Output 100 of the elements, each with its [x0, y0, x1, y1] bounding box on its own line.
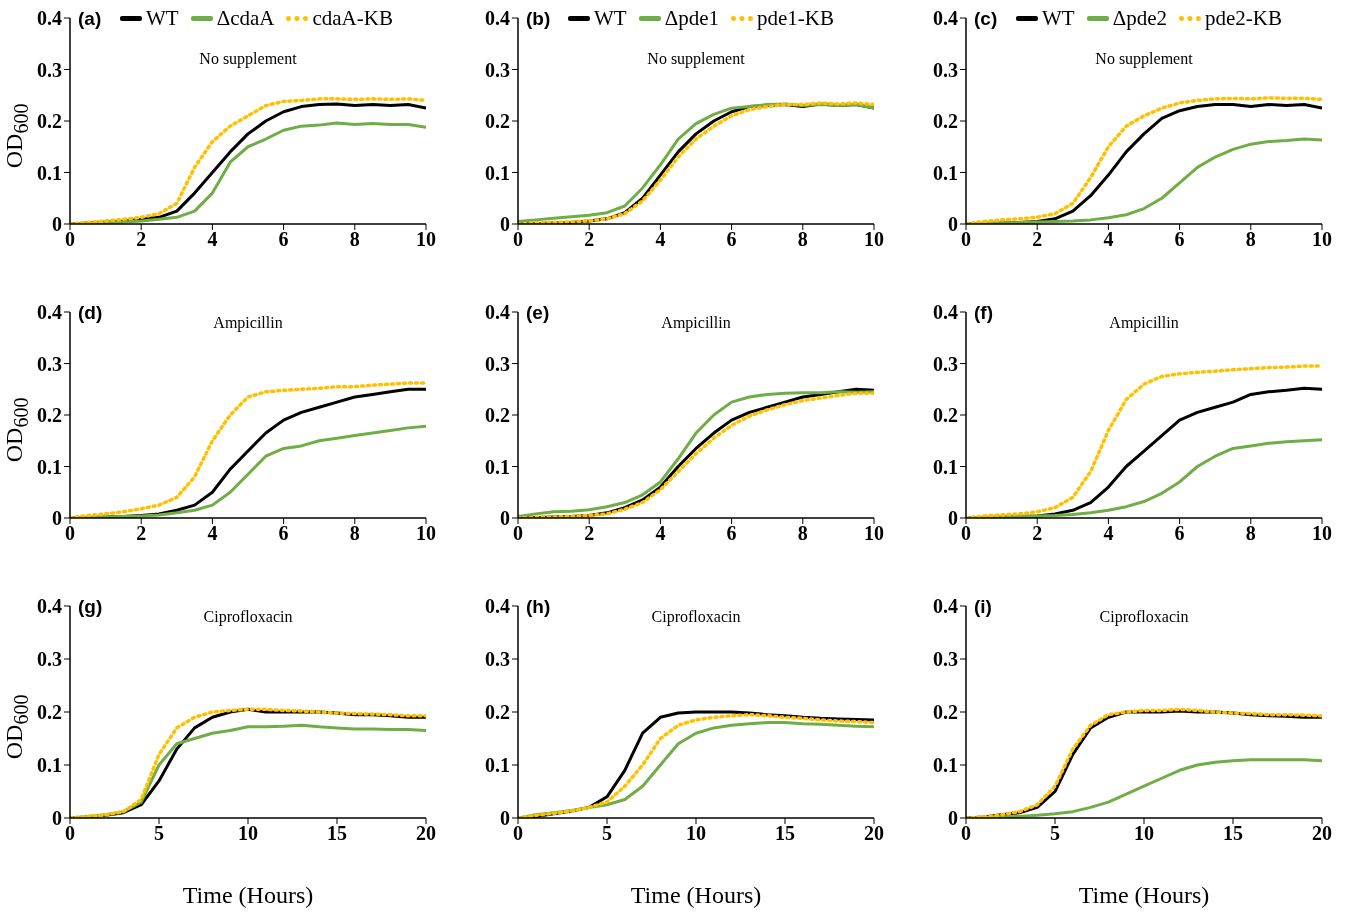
y-tick-label: 0.4	[37, 7, 62, 30]
x-tick-label: 10	[416, 522, 436, 545]
x-tick-label: 5	[154, 822, 164, 845]
x-axis-title: Time (Hours)	[629, 882, 763, 909]
x-tick-label: 10	[686, 822, 706, 845]
x-tick-label: 5	[602, 822, 612, 845]
x-tick-label: 4	[207, 228, 218, 251]
y-tick-label: 0.1	[37, 455, 62, 478]
y-tick-label: 0.3	[485, 58, 510, 81]
x-tick-label: 15	[775, 822, 795, 845]
chart-title: (c)	[974, 8, 998, 30]
y-tick-label: 0.2	[933, 110, 958, 133]
x-tick-label: 6	[1174, 228, 1185, 251]
y-tick-label: 0.1	[933, 161, 958, 184]
x-tick-label: 2	[1032, 228, 1043, 251]
y-tick-label: 0.4	[933, 595, 958, 618]
x-tick-label: 2	[1032, 522, 1043, 545]
x-tick-label: 10	[238, 822, 258, 845]
y-tick-label: 0.1	[933, 754, 958, 777]
y-tick-label: 0	[500, 213, 510, 236]
y-tick-label: 0.3	[485, 352, 510, 375]
x-tick-label: 10	[416, 228, 436, 251]
y-tick-label: 0.1	[933, 455, 958, 478]
x-tick-label: 10	[864, 522, 884, 545]
y-tick-label: 0.3	[485, 648, 510, 671]
y-tick-label: 0.2	[37, 110, 62, 133]
x-tick-label: 4	[655, 522, 666, 545]
legend-label: ΔcdaA	[216, 6, 275, 31]
chart-subtitle: Ampicillin	[213, 314, 283, 331]
x-tick-label: 20	[416, 822, 436, 845]
x-tick-label: 15	[327, 822, 347, 845]
x-tick-label: 6	[278, 228, 289, 251]
y-tick-label: 0.4	[485, 595, 510, 618]
x-tick-label: 4	[1103, 228, 1114, 251]
chart-title: (g)	[78, 596, 103, 618]
y-tick-label: 0.3	[933, 648, 958, 671]
x-tick-label: 4	[655, 228, 666, 251]
y-tick-label: 0	[948, 807, 958, 830]
y-tick-label: 0.4	[933, 7, 958, 30]
y-tick-label: 0.2	[933, 404, 958, 427]
y-tick-label: 0.2	[37, 404, 62, 427]
x-tick-label: 2	[136, 228, 147, 251]
x-tick-label: 8	[1245, 522, 1256, 545]
y-tick-label: 0	[500, 807, 510, 830]
chart-title: (b)	[526, 8, 551, 30]
y-tick-label: 0	[52, 807, 62, 830]
legend-label: pde2-KB	[1204, 6, 1282, 31]
x-tick-label: 10	[1134, 822, 1154, 845]
x-axis-title: Time (Hours)	[1077, 882, 1211, 909]
x-tick-label: 20	[1312, 822, 1332, 845]
y-tick-label: 0.3	[37, 58, 62, 81]
x-tick-label: 15	[1223, 822, 1243, 845]
x-tick-label: 4	[1103, 522, 1114, 545]
y-tick-label: 0	[500, 507, 510, 530]
y-tick-label: 0.4	[485, 301, 510, 324]
chart-title: (e)	[526, 302, 550, 324]
y-tick-label: 0.1	[485, 455, 510, 478]
y-tick-label: 0.3	[933, 352, 958, 375]
legend-label: Δpde1	[664, 6, 719, 31]
y-tick-label: 0.2	[485, 404, 510, 427]
y-tick-label: 0.3	[37, 352, 62, 375]
y-tick-label: 0	[52, 507, 62, 530]
x-tick-label: 2	[584, 522, 595, 545]
y-tick-label: 0.4	[37, 595, 62, 618]
x-tick-label: 10	[864, 228, 884, 251]
chart-title: (h)	[526, 596, 551, 618]
y-tick-label: 0.4	[933, 301, 958, 324]
y-tick-label: 0	[948, 507, 958, 530]
chart-title: (a)	[78, 8, 102, 30]
legend-label: WT	[146, 6, 179, 31]
chart-subtitle: Ciprofloxacin	[203, 608, 293, 625]
legend-label: WT	[1042, 6, 1075, 31]
chart-subtitle: Ampicillin	[1109, 314, 1179, 331]
x-tick-label: 2	[136, 522, 147, 545]
chart-subtitle: Ampicillin	[661, 314, 731, 331]
text: No supplement	[1094, 50, 1194, 68]
chart-subtitle: Ciprofloxacin	[1099, 608, 1189, 625]
y-tick-label: 0.4	[485, 7, 510, 30]
y-tick-label: 0.1	[37, 754, 62, 777]
y-tick-label: 0.3	[37, 648, 62, 671]
x-tick-label: 6	[726, 522, 737, 545]
chart-subtitle: Ciprofloxacin	[651, 608, 741, 625]
x-tick-label: 8	[349, 228, 360, 251]
y-tick-label: 0.2	[485, 110, 510, 133]
x-tick-label: 6	[726, 228, 737, 251]
y-tick-label: 0.3	[933, 58, 958, 81]
chart-title: (f)	[974, 302, 993, 324]
x-tick-label: 6	[278, 522, 289, 545]
y-tick-label: 0.2	[37, 701, 62, 724]
x-tick-label: 8	[797, 228, 808, 251]
x-tick-label: 6	[1174, 522, 1185, 545]
x-tick-label: 8	[797, 522, 808, 545]
x-tick-label: 20	[864, 822, 884, 845]
y-tick-label: 0.1	[37, 161, 62, 184]
x-tick-label: 8	[1245, 228, 1256, 251]
x-tick-label: 8	[349, 522, 360, 545]
y-tick-label: 0.2	[485, 701, 510, 724]
y-tick-label: 0	[52, 213, 62, 236]
x-tick-label: 10	[1312, 228, 1332, 251]
y-tick-label: 0.2	[933, 701, 958, 724]
